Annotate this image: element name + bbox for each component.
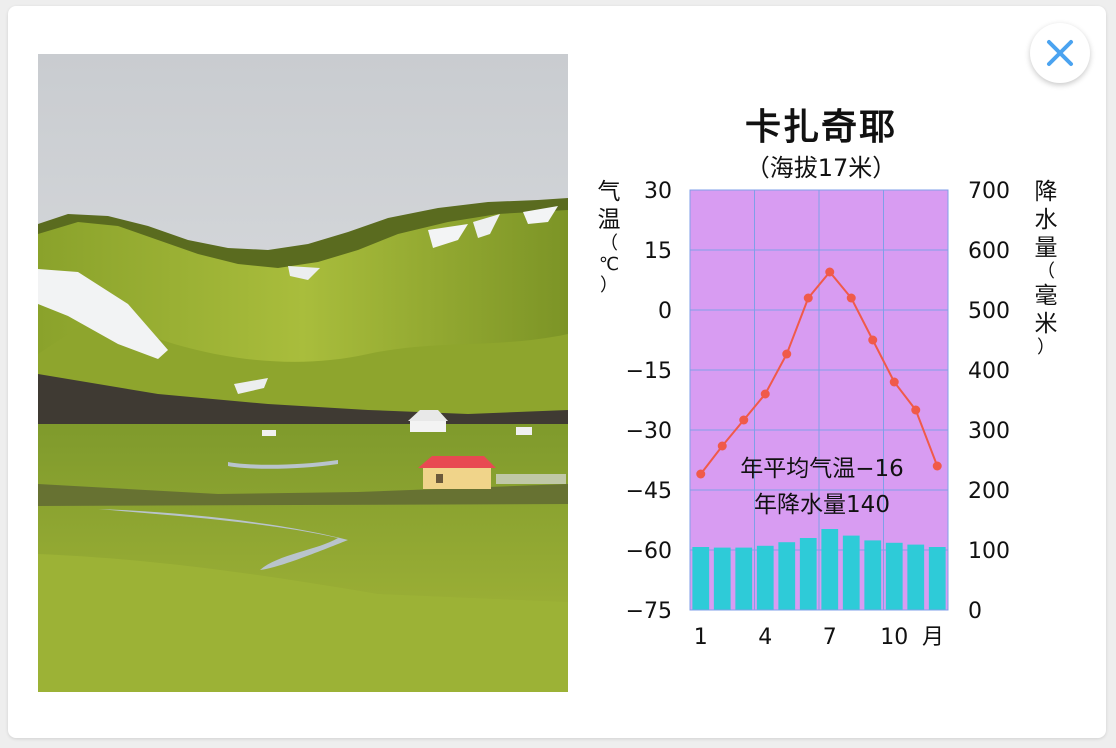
temperature-axis-label-char: （ bbox=[600, 233, 618, 254]
chart-subtitle: （海拔17米） bbox=[745, 154, 897, 182]
plot-frame bbox=[689, 189, 949, 611]
precipitation-axis-label-char: （ bbox=[1037, 261, 1055, 282]
precipitation-axis-label: 降 水 量 （ 毫 米 ） bbox=[1031, 178, 1061, 358]
precipitation-bar bbox=[907, 544, 925, 610]
chart-title: 卡扎奇耶 bbox=[744, 107, 897, 148]
precipitation-axis-label-char: 水 bbox=[1034, 207, 1058, 233]
precipitation-axis-label-char: ） bbox=[1037, 337, 1055, 358]
temperature-point bbox=[696, 469, 706, 479]
temperature-tick-label: 30 bbox=[644, 179, 672, 204]
precipitation-tick-label: 100 bbox=[968, 539, 1010, 564]
temperature-axis-label-char: 温 bbox=[597, 207, 621, 233]
landscape-photo bbox=[38, 54, 568, 692]
month-tick-label: 1 bbox=[694, 625, 708, 650]
climate-annotation: 年降水量140 bbox=[754, 492, 890, 518]
temperature-tick-label: −75 bbox=[626, 599, 672, 624]
temperature-point bbox=[911, 405, 921, 415]
temperature-point bbox=[846, 293, 856, 303]
precipitation-axis-label-char: 毫 bbox=[1034, 283, 1058, 309]
temperature-axis-label-char: 气 bbox=[597, 179, 621, 205]
precipitation-tick-label: 400 bbox=[968, 359, 1010, 384]
month-tick-label: 10 bbox=[880, 625, 908, 650]
temperature-tick-label: −15 bbox=[626, 359, 672, 384]
temperature-tick-label: −45 bbox=[626, 479, 672, 504]
precipitation-axis-label-char: 米 bbox=[1034, 311, 1058, 337]
precipitation-bar bbox=[864, 540, 882, 610]
month-tick-label: 7 bbox=[823, 625, 837, 650]
temperature-tick-label: 15 bbox=[644, 239, 672, 264]
temperature-axis-label: 气 温 （ ℃ ） bbox=[594, 178, 624, 296]
precipitation-bar bbox=[842, 535, 860, 610]
temperature-line bbox=[699, 270, 939, 475]
precipitation-tick-label: 0 bbox=[968, 599, 982, 624]
precipitation-axis-label-char: 降 bbox=[1034, 179, 1058, 205]
month-tick-label: 4 bbox=[758, 625, 772, 650]
temperature-point bbox=[782, 349, 792, 359]
precipitation-tick-label: 500 bbox=[968, 299, 1010, 324]
precipitation-tick-label: 300 bbox=[968, 419, 1010, 444]
precipitation-bar bbox=[799, 538, 817, 610]
temperature-point bbox=[932, 461, 942, 471]
temperature-point bbox=[889, 377, 899, 387]
temperature-tick-label: 0 bbox=[658, 299, 672, 324]
close-button[interactable] bbox=[1030, 23, 1090, 83]
month-unit-label: 月 bbox=[922, 625, 944, 650]
temperature-tick-label: −60 bbox=[626, 539, 672, 564]
precipitation-bar bbox=[928, 547, 946, 610]
temperature-point bbox=[739, 415, 749, 425]
temperature-tick-label: −30 bbox=[626, 419, 672, 444]
precipitation-tick-label: 200 bbox=[968, 479, 1010, 504]
temperature-point bbox=[803, 293, 813, 303]
precipitation-axis-label-char: 量 bbox=[1034, 235, 1058, 261]
close-icon bbox=[1047, 40, 1073, 66]
temperature-axis-label-char: ） bbox=[600, 275, 618, 296]
precipitation-bar bbox=[735, 547, 753, 610]
temperature-point bbox=[760, 389, 770, 399]
temperature-point bbox=[868, 335, 878, 345]
temperature-axis-label-char: ℃ bbox=[598, 254, 620, 275]
precipitation-bar bbox=[885, 542, 903, 610]
temperature-point bbox=[825, 267, 835, 277]
precipitation-tick-label: 700 bbox=[968, 179, 1010, 204]
precipitation-bar bbox=[756, 545, 774, 610]
precipitation-bar bbox=[778, 542, 796, 610]
precipitation-bar bbox=[713, 547, 731, 610]
temperature-point bbox=[717, 441, 727, 451]
precipitation-tick-label: 600 bbox=[968, 239, 1010, 264]
precipitation-bar bbox=[821, 529, 839, 610]
precipitation-bar bbox=[692, 547, 710, 610]
climate-annotation: 年平均气温−16 bbox=[740, 456, 904, 482]
